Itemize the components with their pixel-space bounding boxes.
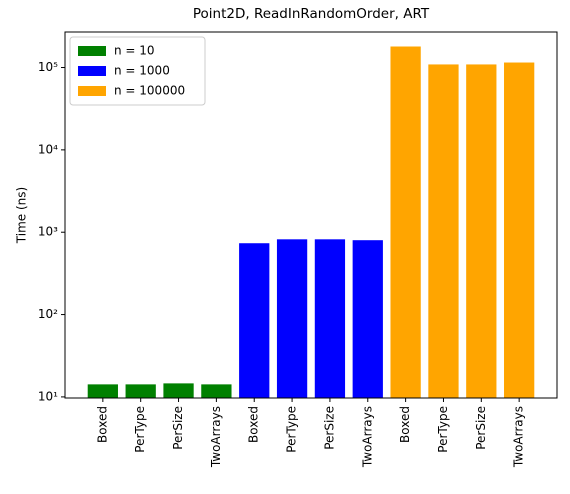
x-tick-label: PerSize <box>322 406 336 450</box>
x-tick-label: TwoArrays <box>512 406 526 468</box>
x-tick-label: Boxed <box>247 406 261 443</box>
x-tick-label: TwoArrays <box>209 406 223 468</box>
y-tick-label: 10² <box>38 307 58 321</box>
legend-swatch <box>78 46 106 56</box>
bar <box>390 46 421 398</box>
x-tick-label: PerType <box>436 406 450 453</box>
x-tick-label: TwoArrays <box>360 406 374 468</box>
x-tick-label: PerType <box>285 406 299 453</box>
bar <box>314 239 346 398</box>
bar <box>125 384 156 398</box>
x-tick-label: PerType <box>133 406 147 453</box>
bar <box>163 383 194 398</box>
legend-label: n = 1000 <box>114 64 170 78</box>
legend-swatch <box>78 66 106 76</box>
y-tick-label: 10³ <box>38 225 58 239</box>
bar <box>276 239 308 398</box>
plot-frame <box>64 31 558 399</box>
x-tick-label: Boxed <box>95 406 109 443</box>
legend-swatch <box>78 86 106 96</box>
y-axis-label: Time (ns) <box>15 187 29 244</box>
bar <box>466 64 497 398</box>
x-tick-label: Boxed <box>398 406 412 443</box>
bar <box>352 240 383 398</box>
chart-title: Point2D, ReadInRandomOrder, ART <box>193 6 430 22</box>
legend-label: n = 10 <box>114 44 155 58</box>
bar <box>428 64 459 398</box>
bar <box>87 384 118 398</box>
bar <box>201 384 232 398</box>
x-tick-label: PerSize <box>474 406 488 450</box>
x-tick-label: PerSize <box>171 406 185 450</box>
legend-label: n = 100000 <box>114 84 185 98</box>
y-tick-label: 10⁵ <box>38 60 58 74</box>
y-tick-label: 10¹ <box>38 389 58 403</box>
bar <box>504 62 535 399</box>
bar <box>239 243 270 398</box>
y-tick-label: 10⁴ <box>38 142 58 156</box>
